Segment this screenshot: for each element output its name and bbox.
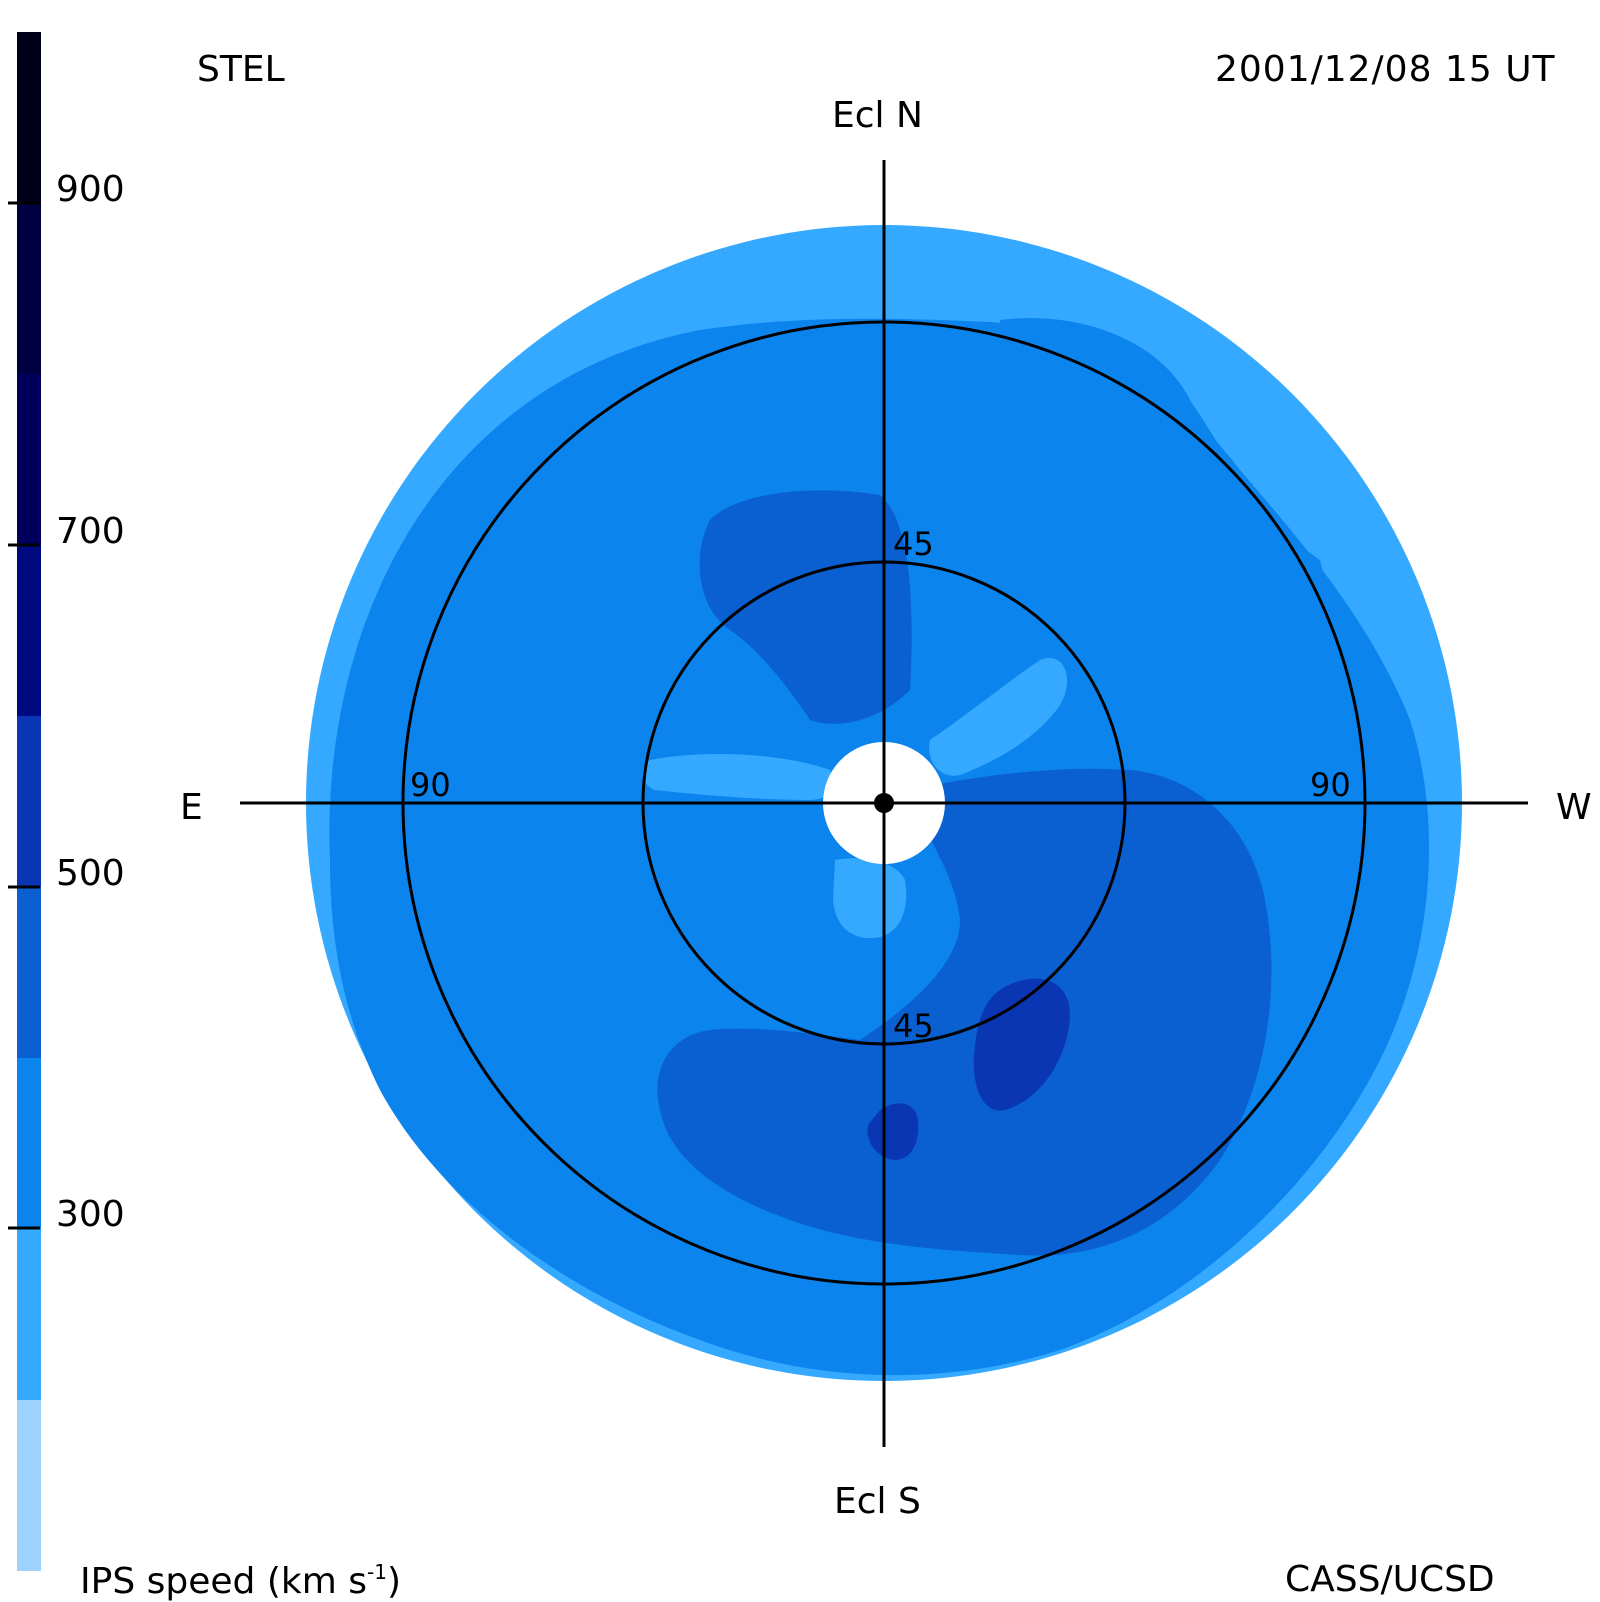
colorbar-block bbox=[17, 374, 41, 545]
direction-south-label: Ecl S bbox=[834, 1481, 921, 1522]
observatory-label: STEL bbox=[197, 49, 285, 90]
north-lobe bbox=[699, 490, 912, 724]
colorbar-block bbox=[17, 1400, 41, 1571]
ring-label-45-top: 45 bbox=[893, 525, 934, 563]
colorbar-block bbox=[17, 545, 41, 716]
colorbar-ticks bbox=[8, 201, 40, 1230]
inner-arm-east bbox=[643, 754, 834, 800]
colorbar-block bbox=[17, 203, 41, 374]
credit-label: CASS/UCSD bbox=[1285, 1559, 1495, 1600]
inner-arm-south bbox=[833, 858, 907, 939]
sun-center-dot bbox=[874, 793, 894, 813]
legend-title-exponent: -1 bbox=[366, 1560, 387, 1584]
colorbar-block bbox=[17, 1229, 41, 1400]
direction-west-label: W bbox=[1556, 787, 1592, 828]
legend-title-main: IPS speed (km s bbox=[80, 1561, 367, 1602]
direction-east-label: E bbox=[180, 787, 203, 828]
colorbar-tick-label-300: 300 bbox=[56, 1194, 125, 1235]
upper-right-band bbox=[1000, 318, 1330, 600]
ring-label-45-bottom: 45 bbox=[893, 1007, 934, 1045]
colorbar-block bbox=[17, 716, 41, 887]
colorbar-tick-label-700: 700 bbox=[56, 511, 125, 552]
colorbar-blocks bbox=[17, 32, 41, 1571]
south-dark-region bbox=[657, 768, 1272, 1256]
colorbar-block bbox=[17, 1058, 41, 1229]
fast-wind-spot-small bbox=[867, 1103, 919, 1160]
direction-north-label: Ecl N bbox=[832, 95, 923, 136]
legend-title: IPS speed (km s-1) bbox=[80, 1562, 401, 1600]
legend-title-tail: ) bbox=[386, 1561, 401, 1602]
colorbar-tick-label-500: 500 bbox=[56, 853, 125, 894]
ring-label-90-right: 90 bbox=[1310, 766, 1351, 804]
colorbar-block bbox=[17, 887, 41, 1058]
colorbar-block bbox=[17, 32, 41, 203]
speed-colorbar bbox=[8, 32, 41, 1571]
fast-wind-spot bbox=[973, 978, 1070, 1111]
inner-arm-west bbox=[929, 658, 1068, 776]
ring-label-90-left: 90 bbox=[410, 766, 451, 804]
colorbar-tick-label-900: 900 bbox=[56, 169, 125, 210]
timestamp-label: 2001/12/08 15 UT bbox=[1215, 49, 1556, 90]
